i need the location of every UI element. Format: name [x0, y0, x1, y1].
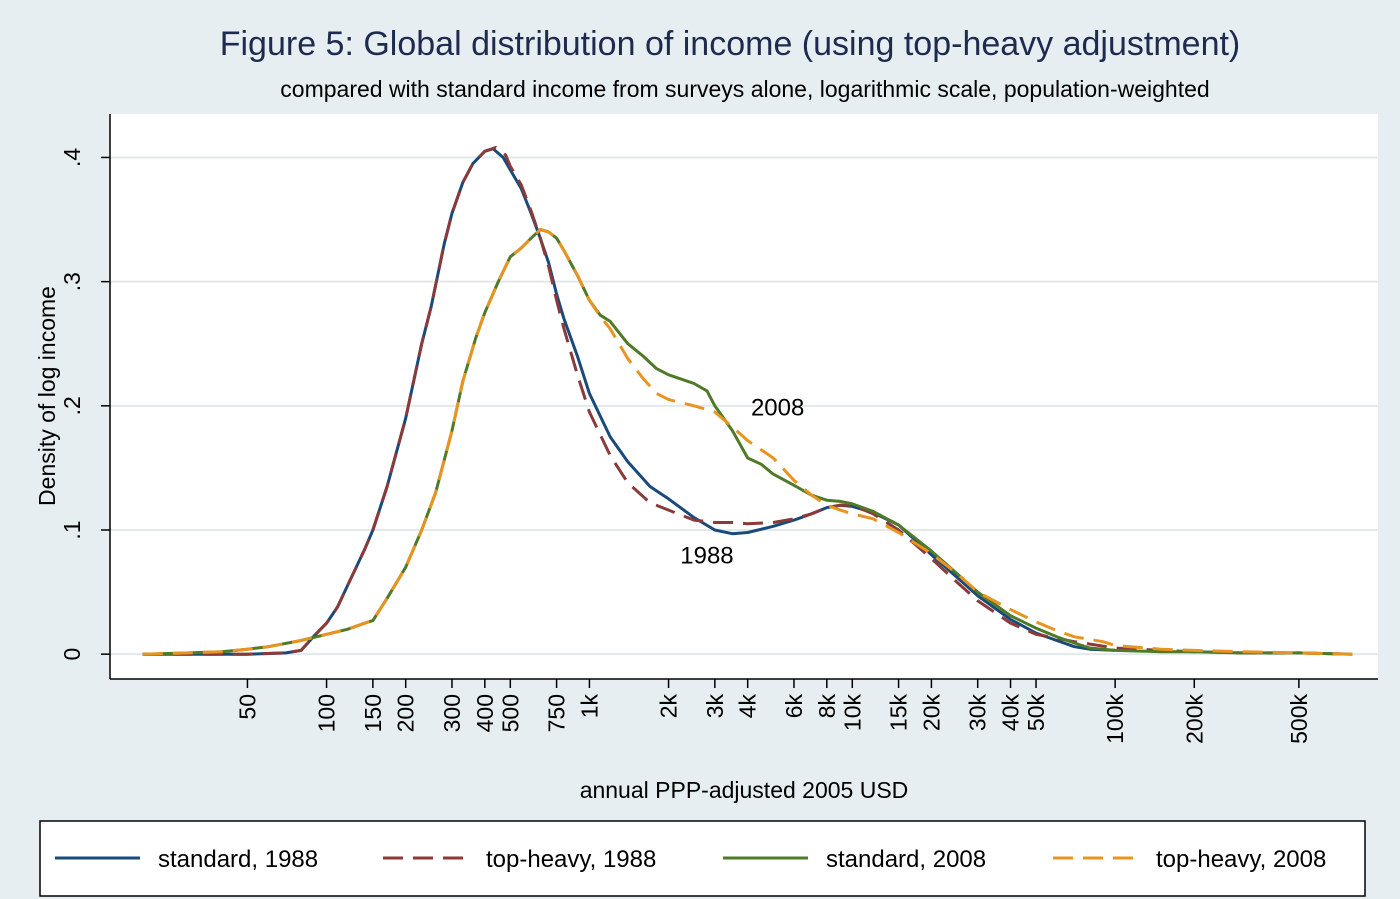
x-tick-label-20: 100k — [1102, 694, 1128, 744]
series-lines — [142, 146, 1353, 656]
x-tick-label-11: 4k — [735, 694, 761, 719]
x-tick-label-6: 500 — [497, 694, 523, 732]
annotation-1: 1988 — [680, 543, 733, 570]
x-tick-label-1: 100 — [314, 694, 340, 732]
x-tick-label-10: 3k — [702, 694, 728, 719]
y-tick-label-3: .3 — [59, 272, 85, 291]
x-tick-label-15: 15k — [886, 694, 912, 732]
x-tick-label-0: 50 — [234, 694, 260, 720]
x-tick-label-14: 10k — [839, 694, 865, 732]
y-tick-label-2: .2 — [59, 396, 85, 415]
x-tick-label-8: 1k — [576, 694, 602, 719]
annotation-0: 2008 — [751, 395, 804, 422]
annotations: 2008 1988 — [680, 395, 804, 570]
chart-title: Figure 5: Global distribution of income … — [220, 25, 1241, 63]
y-tick-label-1: .1 — [59, 520, 85, 539]
legend-label-3: top-heavy, 2008 — [1156, 846, 1326, 873]
y-tick-label-0: 0 — [59, 648, 85, 661]
legend-label-2: standard, 2008 — [826, 846, 986, 873]
series-line-3 — [142, 228, 1353, 656]
x-tick-label-21: 200k — [1181, 694, 1207, 744]
x-tick-label-3: 200 — [393, 694, 419, 732]
x-tick-label-22: 500k — [1286, 694, 1312, 744]
legend: standard, 1988 top-heavy, 1988 standard, 2… — [55, 846, 1326, 873]
x-tick-label-4: 300 — [439, 694, 465, 732]
x-axis-label: annual PPP-adjusted 2005 USD — [580, 777, 909, 803]
x-axis-ticks: 50 100 150 200 300 400 500 750 1k 2k 3k 4k 6k 8k 10k 15… — [234, 679, 1312, 744]
x-tick-label-5: 400 — [472, 694, 498, 732]
series-line-2 — [142, 228, 1353, 656]
y-axis-ticks: 0 .1 .2 .3 .4 — [59, 148, 110, 661]
legend-box — [39, 820, 1366, 897]
series-line-1 — [142, 146, 1353, 656]
gridlines — [110, 156, 1378, 656]
x-tick-label-17: 30k — [965, 694, 991, 732]
y-tick-label-4: .4 — [59, 148, 85, 167]
y-axis-label: Density of log income — [34, 286, 60, 506]
x-tick-label-19: 50k — [1023, 694, 1049, 732]
x-tick-label-12: 6k — [781, 694, 807, 719]
x-tick-label-9: 2k — [656, 694, 682, 719]
x-tick-label-16: 20k — [918, 694, 944, 732]
x-tick-label-18: 40k — [998, 694, 1024, 732]
x-tick-label-7: 750 — [544, 694, 570, 732]
legend-label-1: top-heavy, 1988 — [486, 846, 656, 873]
legend-label-0: standard, 1988 — [158, 846, 318, 873]
chart-subtitle: compared with standard income from surve… — [280, 76, 1209, 102]
plot-area — [110, 114, 1378, 679]
x-tick-label-13: 8k — [814, 694, 840, 719]
x-tick-label-2: 150 — [360, 694, 386, 732]
